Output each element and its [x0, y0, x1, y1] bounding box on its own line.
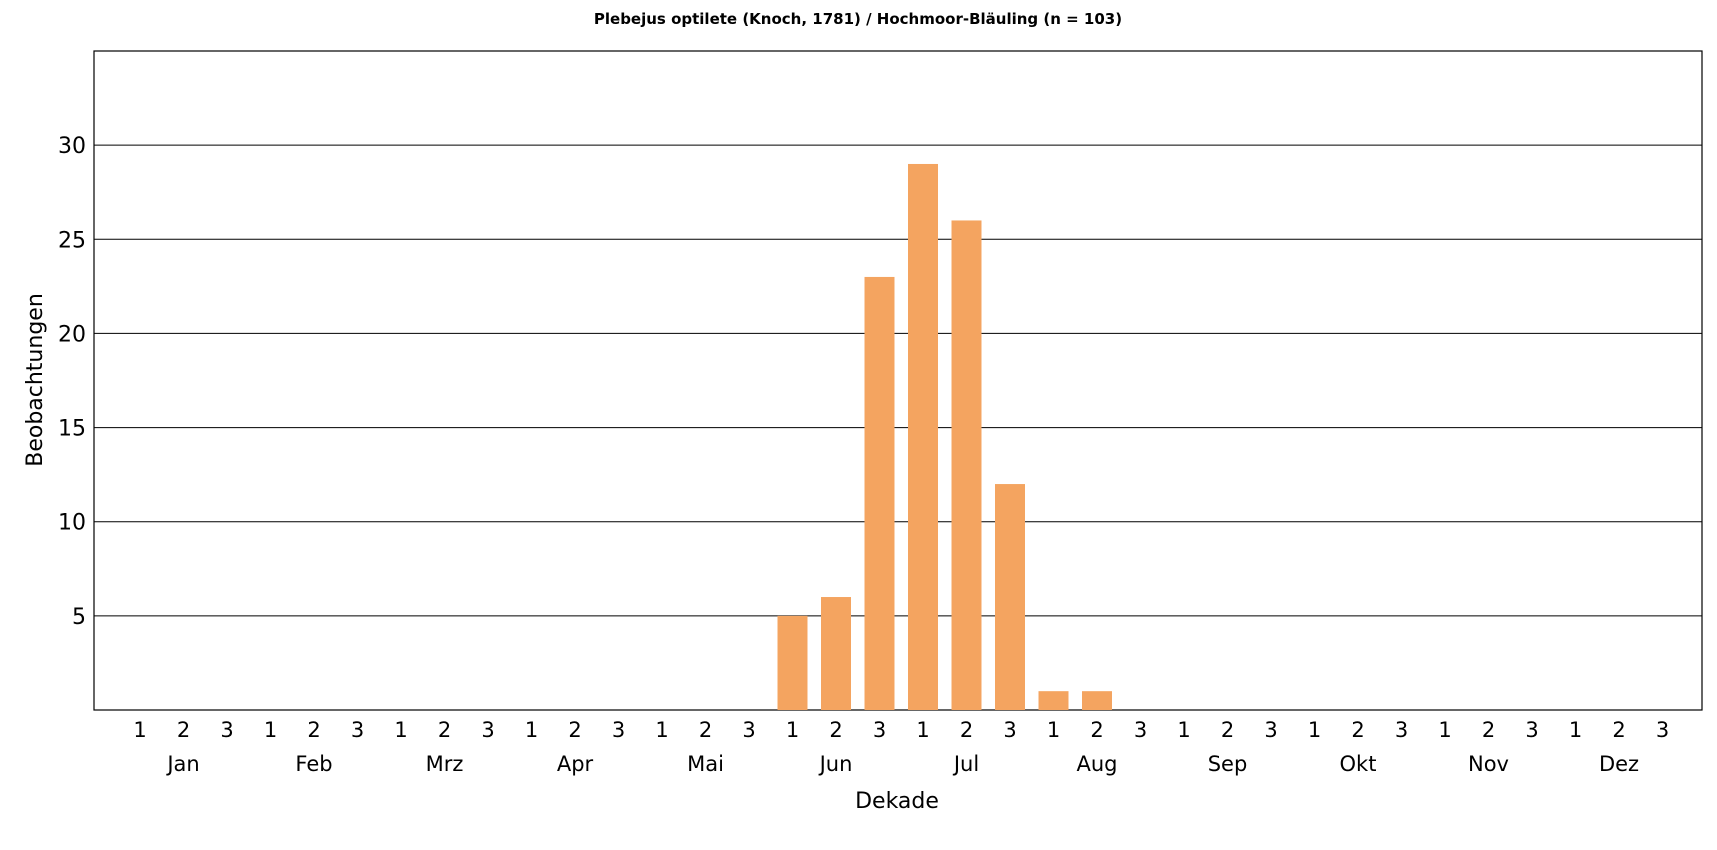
x-tick-label: 1	[1569, 718, 1582, 742]
month-label: Mai	[687, 752, 724, 776]
x-tick-label: 3	[612, 718, 625, 742]
month-label: Jan	[165, 752, 199, 776]
y-tick-label: 30	[58, 134, 86, 159]
x-tick-label: 2	[568, 718, 581, 742]
x-tick-label: 1	[786, 718, 799, 742]
month-label: Okt	[1340, 752, 1377, 776]
month-label: Sep	[1208, 752, 1248, 776]
x-tick-label: 3	[1525, 718, 1538, 742]
y-tick-label: 10	[58, 511, 86, 536]
x-tick-label: 3	[1134, 718, 1147, 742]
x-tick-label: 2	[960, 718, 973, 742]
x-tick-label: 3	[1003, 718, 1016, 742]
x-tick-label: 1	[525, 718, 538, 742]
x-tick-label: 3	[351, 718, 364, 742]
bars	[777, 163, 1112, 710]
plot-area-frame	[93, 50, 1703, 711]
x-tick-label: 1	[1177, 718, 1190, 742]
month-label: Feb	[295, 752, 332, 776]
bar	[1038, 691, 1069, 710]
y-axis-label: Beobachtungen	[23, 293, 48, 467]
x-tick-label: 1	[1308, 718, 1321, 742]
bar	[864, 276, 895, 710]
x-tick-label: 3	[873, 718, 886, 742]
x-tick-label: 2	[438, 718, 451, 742]
x-tick-label: 1	[1047, 718, 1060, 742]
x-tick-label: 2	[699, 718, 712, 742]
x-tick-label: 2	[1612, 718, 1625, 742]
x-tick-label: 2	[1221, 718, 1234, 742]
month-label: Dez	[1599, 752, 1639, 776]
x-tick-label: 3	[481, 718, 494, 742]
y-tick-label: 5	[72, 605, 86, 630]
x-tick-label: 1	[133, 718, 146, 742]
x-tick-label: 3	[1264, 718, 1277, 742]
x-tick-label: 3	[1395, 718, 1408, 742]
y-tick-label: 15	[58, 417, 86, 442]
bar	[908, 163, 938, 710]
x-tick-label: 1	[1438, 718, 1451, 742]
x-tick-label: 2	[307, 718, 320, 742]
y-tick-label: 20	[58, 322, 86, 347]
x-tick-label: 2	[1482, 718, 1495, 742]
y-axis-ticks: 5 10 15 20 25 30	[58, 134, 86, 630]
x-tick-label: 3	[1656, 718, 1669, 742]
bar	[951, 220, 982, 710]
x-tick-label: 3	[742, 718, 755, 742]
month-label: Aug	[1076, 752, 1117, 776]
x-axis-label: Dekade	[855, 789, 939, 814]
chart-title: Plebejus optilete (Knoch, 1781) / Hochmo…	[594, 10, 1122, 28]
month-labels: Jan Feb Mrz Apr Mai Jun Jul Aug Sep Okt Nov Dez	[165, 752, 1639, 776]
month-label: Nov	[1468, 752, 1509, 776]
x-tick-label: 2	[1351, 718, 1364, 742]
x-tick-label: 2	[1090, 718, 1103, 742]
grid-lines	[94, 144, 1702, 617]
x-tick-label: 1	[394, 718, 407, 742]
x-tick-label: 1	[916, 718, 929, 742]
bar	[1082, 691, 1112, 710]
y-tick-label: 25	[58, 228, 86, 253]
x-tick-label: 1	[264, 718, 277, 742]
bar	[995, 484, 1025, 710]
x-axis-ticks: 1 2 3 1 2 3 1 2 3 1 2 3 1 2 3 1 2 3 1 2 3 1 2 3 1 2 3 1 2 3 1 2 3 1 2 3	[133, 718, 1669, 742]
x-tick-label: 2	[829, 718, 842, 742]
x-tick-label: 1	[655, 718, 668, 742]
month-label: Mrz	[426, 752, 464, 776]
bar	[777, 615, 808, 710]
month-label: Jun	[818, 752, 853, 776]
bar	[821, 597, 851, 710]
month-label: Jul	[952, 752, 979, 776]
x-tick-label: 2	[177, 718, 190, 742]
x-tick-label: 3	[220, 718, 233, 742]
month-label: Apr	[557, 752, 594, 776]
